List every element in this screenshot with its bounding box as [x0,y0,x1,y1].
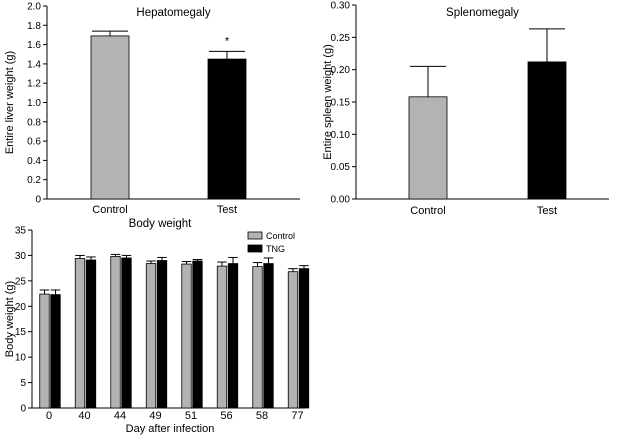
legend-swatch [247,244,263,253]
y-tick-label: 0.15 [331,98,351,109]
bar [85,259,97,409]
x-tick-label: 44 [114,410,126,422]
y-tick-label: 30 [15,251,27,262]
y-axis-label: Entire liver weight (g) [4,51,16,154]
x-tick-label: 51 [185,410,197,422]
y-tick-label: 5 [20,378,26,389]
x-tick-label: Test [217,204,237,216]
y-tick-label: 1.0 [27,98,41,109]
bar [216,265,228,409]
bar [110,256,121,409]
y-tick-label: 0.2 [27,175,41,186]
bar [181,263,192,409]
x-tick-label: 58 [256,410,268,422]
y-tick-label: 0.00 [331,195,351,206]
spleen-weight-chart: 0.00 0.05 0.10 0.15 0.20 0.25 0.30 Splenomegaly… [322,1,609,217]
y-tick-label: 2.0 [27,2,41,13]
bar [408,96,448,200]
chart-title: Hepatomegaly [136,7,210,19]
y-tick-label: 10 [15,353,27,364]
x-tick-label: Control [410,205,445,217]
x-tick-label: Test [537,205,557,217]
y-tick-label: 25 [15,276,27,287]
x-tick-label: 77 [291,410,303,422]
significance-marker: * [225,35,230,47]
chart-title: Body weight [129,218,192,230]
x-tick-label: 40 [78,410,90,422]
bar [121,257,132,409]
liver-weight-chart: 0 0.2 0.4 0.6 0.8 1.0 1.2 1.4 1.6 1.8 2.0 Hepatomeg… [4,2,300,216]
y-tick-label: 0.30 [331,1,351,12]
bar [74,258,86,409]
bar [287,271,299,409]
chart-title: Splenomegaly [446,7,519,19]
y-tick-label: 20 [15,302,27,313]
y-tick-label: 1.8 [27,21,41,32]
bar [207,58,247,200]
y-tick-label: 0.10 [331,130,351,141]
x-tick-label: 0 [46,410,52,422]
y-tick-label: 0 [35,195,41,206]
x-axis-label: Day after infection [126,423,215,435]
y-tick-label: 0.6 [27,137,41,148]
bar [227,263,239,409]
y-tick-label: 1.6 [27,40,41,51]
legend-swatch [247,231,263,240]
bar [145,263,157,409]
bar [50,294,61,409]
x-tick-label: 49 [149,410,161,422]
y-tick-label: 1.4 [27,59,41,70]
bar [298,268,310,409]
y-tick-label: 1.2 [27,79,41,90]
x-tick-label: 56 [220,410,232,422]
y-tick-label: 0.8 [27,117,41,128]
legend-label: Control [266,231,295,241]
y-tick-label: 0.25 [331,33,351,44]
y-tick-label: 0.05 [331,162,351,173]
y-tick-label: 0.20 [331,65,351,76]
bar [39,293,50,409]
y-tick-label: 15 [15,327,27,338]
y-axis-label: Body weight (g) [4,281,16,357]
bar [252,266,263,409]
y-tick-label: 0 [20,404,26,415]
y-tick-label: 35 [15,226,27,237]
bar [192,260,203,409]
x-tick-label: Control [92,204,127,216]
bar [527,61,567,200]
legend-label: TNG [266,244,285,254]
bar [90,35,130,200]
bar [156,260,168,409]
y-tick-label: 0.4 [27,156,41,167]
bar [263,263,274,409]
y-axis-label: Entire spleen weight (g) [322,44,334,160]
